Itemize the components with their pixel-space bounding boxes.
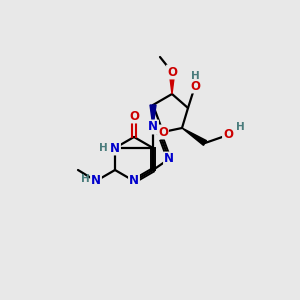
Polygon shape bbox=[182, 128, 206, 145]
Text: O: O bbox=[167, 65, 177, 79]
Text: H: H bbox=[190, 71, 200, 81]
Text: N: N bbox=[110, 142, 120, 154]
Polygon shape bbox=[150, 105, 156, 127]
Text: O: O bbox=[129, 110, 139, 122]
Text: N: N bbox=[91, 175, 101, 188]
Polygon shape bbox=[169, 72, 175, 94]
Text: H: H bbox=[236, 122, 244, 132]
Text: O: O bbox=[223, 128, 233, 142]
Text: N: N bbox=[129, 175, 139, 188]
Text: O: O bbox=[190, 80, 200, 92]
Text: H: H bbox=[99, 143, 107, 153]
Text: H: H bbox=[81, 174, 89, 184]
Text: O: O bbox=[158, 125, 168, 139]
Text: N: N bbox=[164, 152, 174, 166]
Text: N: N bbox=[148, 121, 158, 134]
